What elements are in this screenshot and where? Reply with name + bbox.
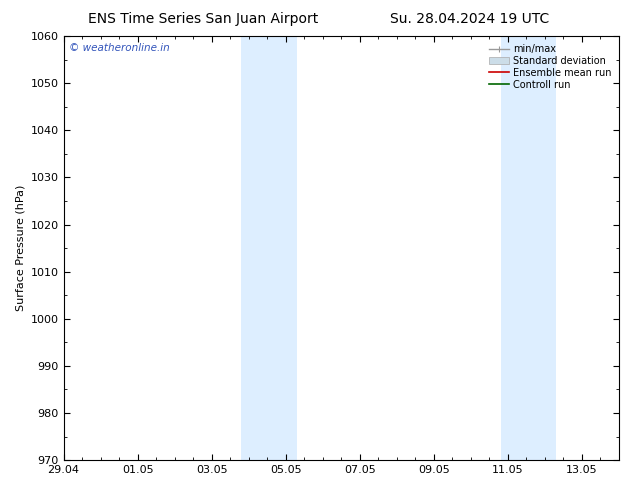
Text: © weatheronline.in: © weatheronline.in <box>69 43 170 52</box>
Bar <box>267 36 297 460</box>
Text: Su. 28.04.2024 19 UTC: Su. 28.04.2024 19 UTC <box>389 12 549 26</box>
Y-axis label: Surface Pressure (hPa): Surface Pressure (hPa) <box>15 185 25 311</box>
Text: ENS Time Series San Juan Airport: ENS Time Series San Juan Airport <box>87 12 318 26</box>
Bar <box>500 36 526 460</box>
Legend: min/max, Standard deviation, Ensemble mean run, Controll run: min/max, Standard deviation, Ensemble me… <box>486 41 614 93</box>
Bar <box>242 36 267 460</box>
Bar <box>526 36 556 460</box>
